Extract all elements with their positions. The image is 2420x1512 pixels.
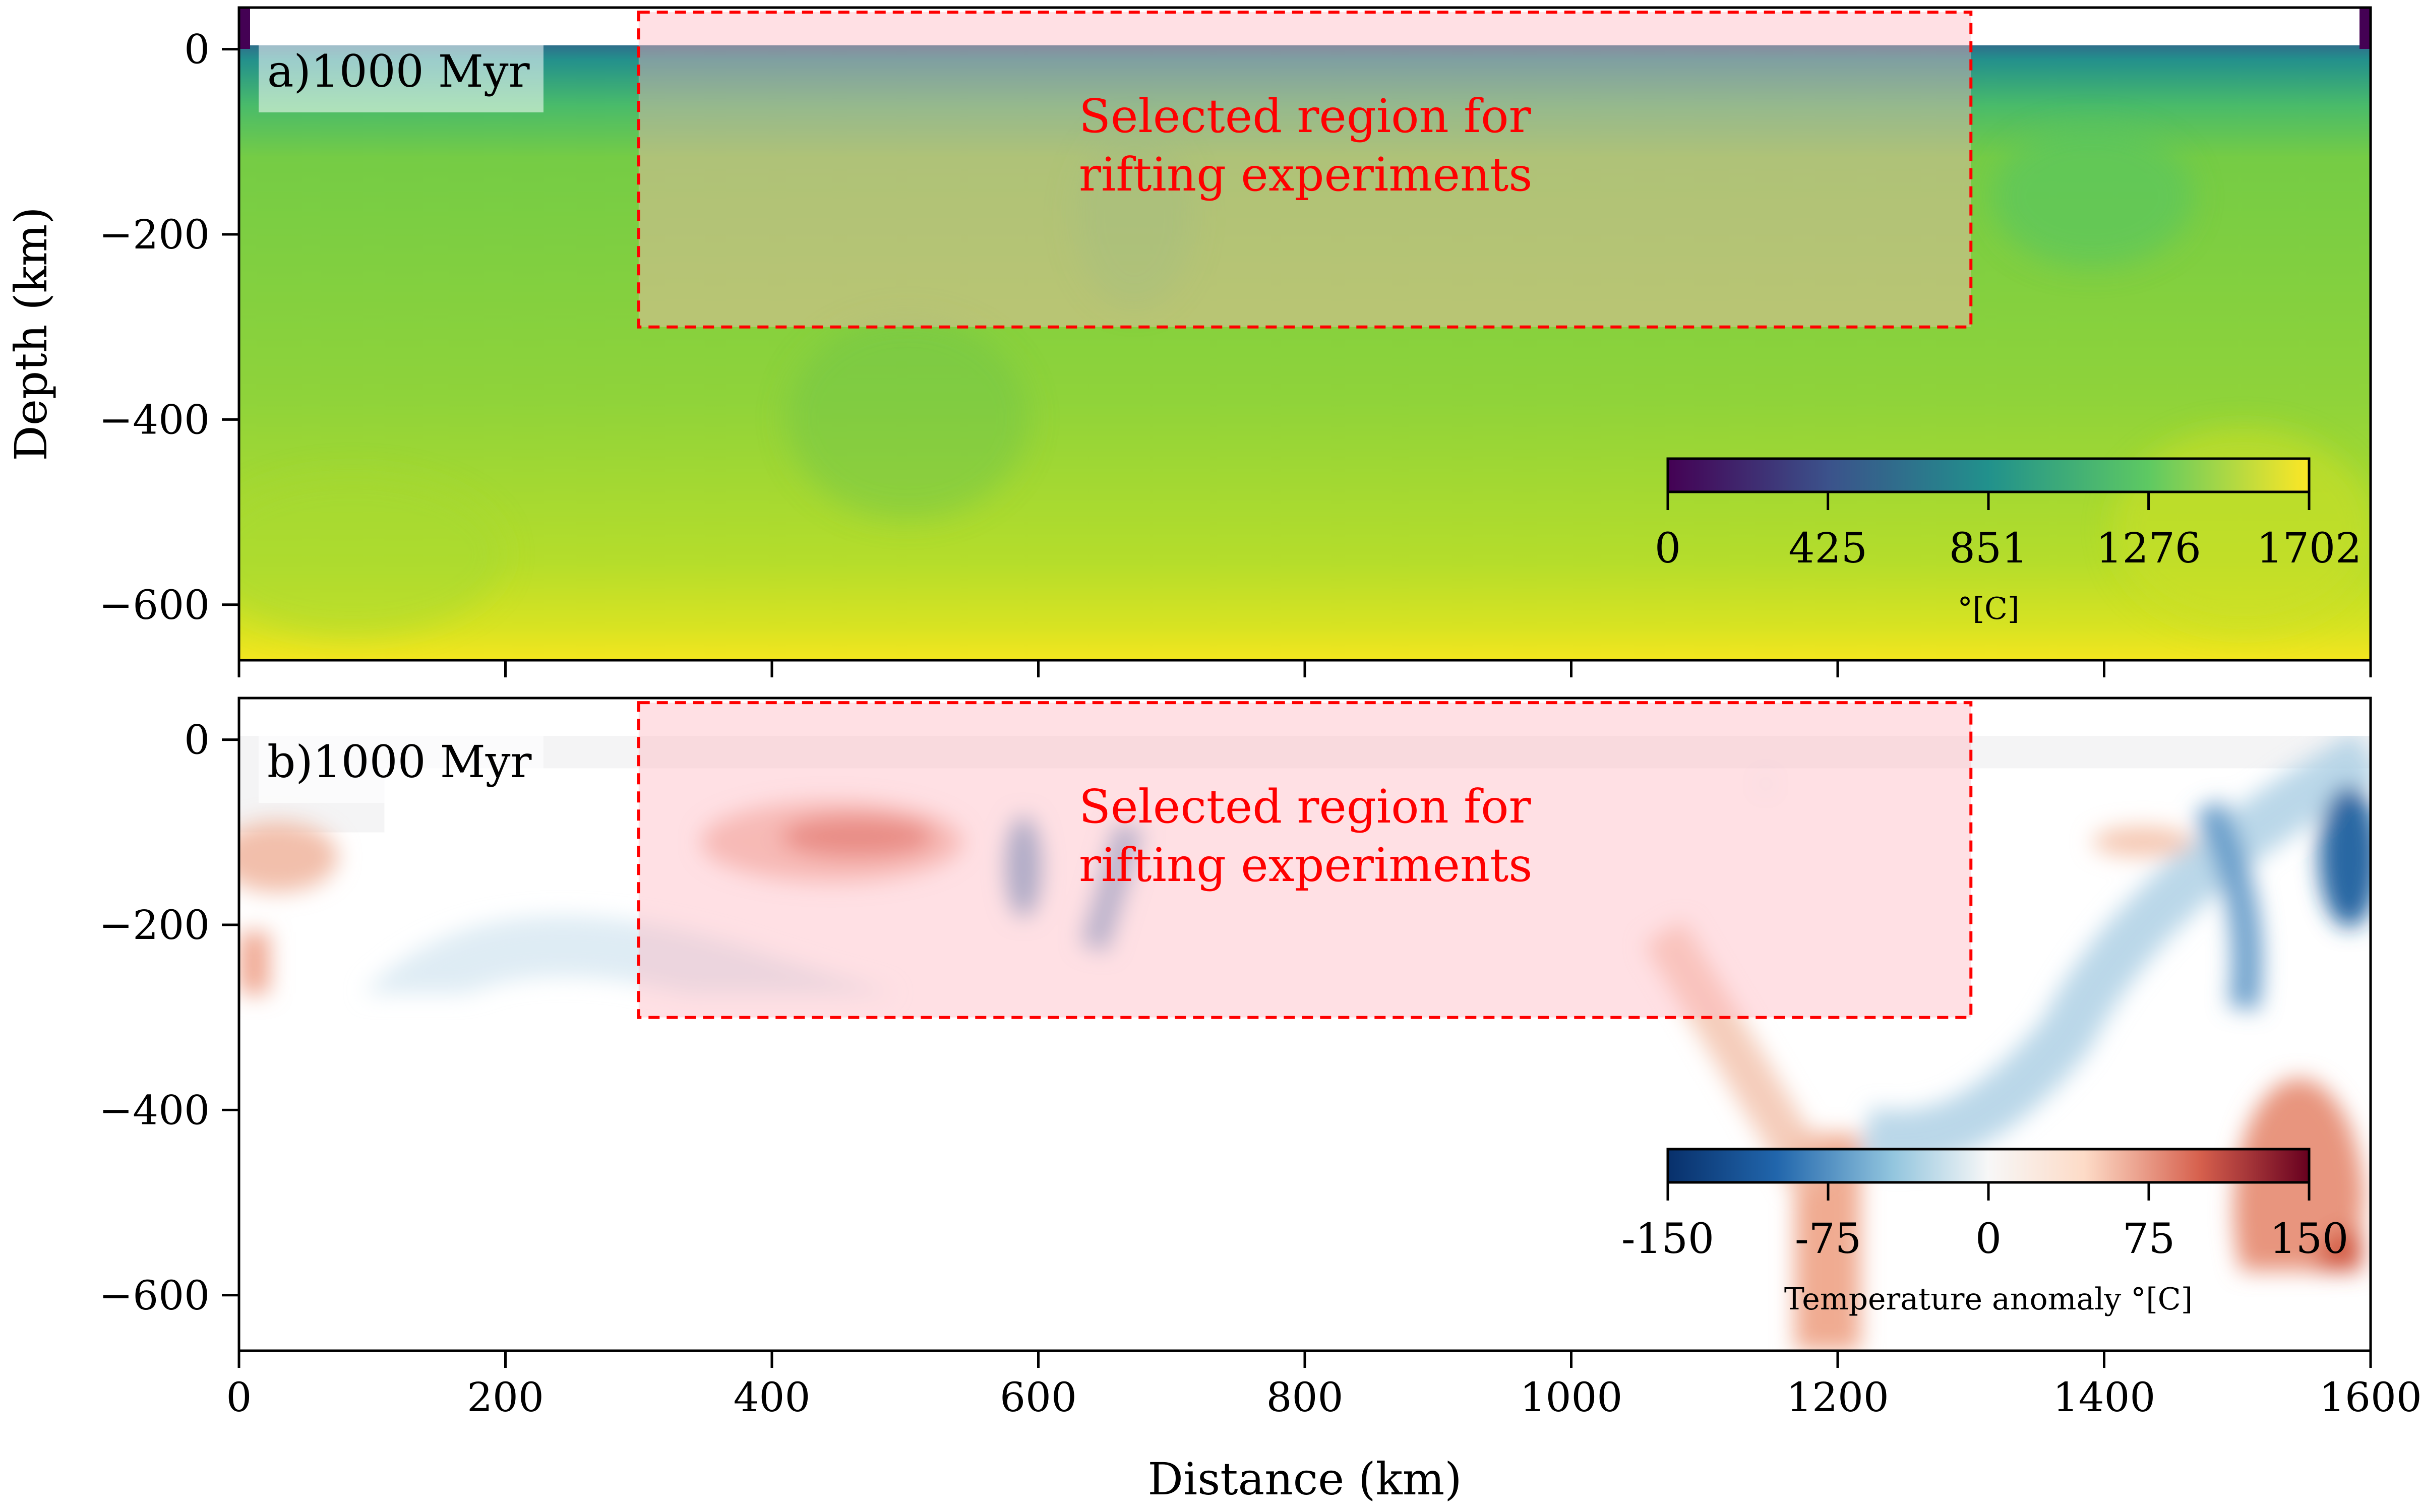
colorbar-tick-label: -150 bbox=[1621, 1215, 1714, 1263]
y-tick-label: −600 bbox=[99, 1272, 210, 1319]
panel-letter: a) bbox=[267, 45, 311, 97]
x-tick-label: 1200 bbox=[1786, 1374, 1889, 1421]
region-label-line1: Selected region for bbox=[1079, 89, 1531, 143]
panel-label-b: b)1000 Myr bbox=[267, 736, 532, 788]
y-tick-label: 0 bbox=[184, 717, 210, 764]
x-tick-label: 0 bbox=[226, 1374, 252, 1421]
panel-letter: b) bbox=[267, 736, 313, 788]
region-label-line2: rifting experiments bbox=[1079, 838, 1532, 892]
y-tick-label: −200 bbox=[99, 902, 210, 949]
region-label-line1: Selected region for bbox=[1079, 780, 1531, 834]
x-axis-label: Distance (km) bbox=[1147, 1453, 1462, 1505]
colorbar-tick-label: 425 bbox=[1788, 525, 1867, 573]
colorbar-tick-label: 0 bbox=[1655, 525, 1681, 573]
colorbar-label: Temperature anomaly °[C] bbox=[1784, 1282, 2193, 1317]
colorbar-tick-label: 0 bbox=[1975, 1215, 2002, 1263]
y-tick-label: 0 bbox=[184, 26, 210, 73]
region-label-line2: rifting experiments bbox=[1079, 148, 1532, 202]
panel-label-a: a)1000 Myr bbox=[267, 45, 530, 97]
time-label: 1000 Myr bbox=[311, 45, 530, 97]
panel-a-temperature: 0 −200 −400 −600 Depth (km) a)1000 Myr Selec… bbox=[5, 8, 2375, 677]
x-tick-label: 600 bbox=[1000, 1374, 1077, 1421]
x-tick-label: 1400 bbox=[2053, 1374, 2156, 1421]
time-label: 1000 Myr bbox=[313, 736, 532, 788]
colorbar-tick-label: 75 bbox=[2123, 1215, 2175, 1263]
panel-b-anomaly: 0 200 400 600 800 1000 1200 1400 1600 0 −200 −400 −6… bbox=[5, 698, 2420, 1421]
colorbar-tick-label: 851 bbox=[1949, 525, 2028, 573]
y-axis-label: Depth (km) bbox=[5, 897, 57, 1151]
colorbar-label: °[C] bbox=[1958, 591, 2020, 626]
y-tick-label: −400 bbox=[99, 396, 210, 443]
y-tick-label: −200 bbox=[99, 211, 210, 258]
x-tick-label: 1000 bbox=[1520, 1374, 1623, 1421]
x-tick-label: 800 bbox=[1266, 1374, 1344, 1421]
colorbar-tick-label: 1276 bbox=[2096, 525, 2201, 573]
y-tick-label: −400 bbox=[99, 1087, 210, 1133]
colorbar-tick-label: 150 bbox=[2270, 1215, 2349, 1263]
x-tick-label: 200 bbox=[467, 1374, 544, 1421]
colorbar-tick-label: 1702 bbox=[2257, 525, 2362, 573]
y-tick-label: −600 bbox=[99, 582, 210, 628]
colorbar-tick-label: -75 bbox=[1795, 1215, 1861, 1263]
x-tick-label: 1600 bbox=[2319, 1374, 2420, 1421]
y-axis-label: Depth (km) bbox=[5, 207, 57, 461]
x-tick-label: 400 bbox=[734, 1374, 811, 1421]
